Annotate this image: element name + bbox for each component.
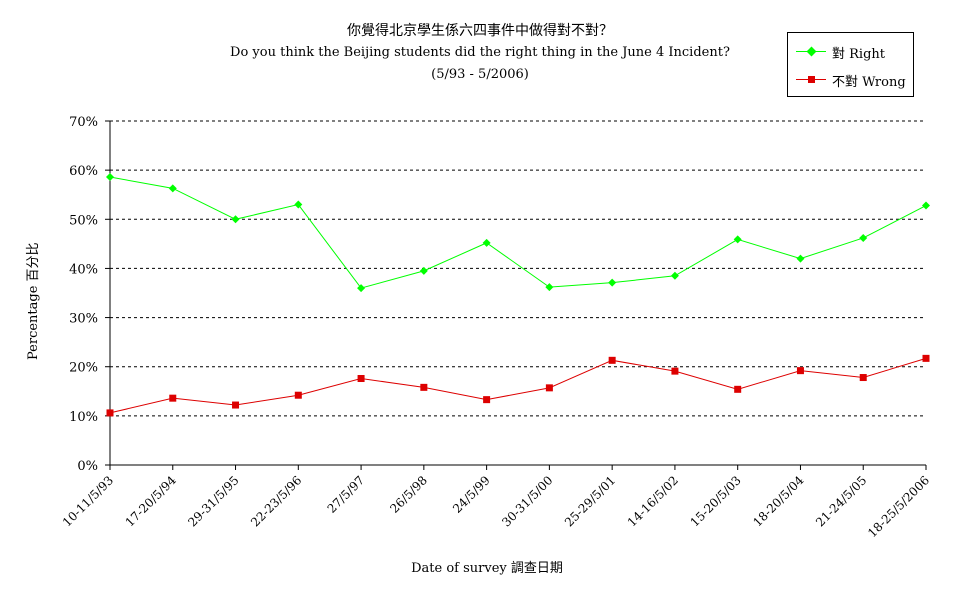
x-tick-label: 25-29/5/01 bbox=[562, 473, 618, 529]
data-point-1 bbox=[294, 391, 302, 399]
data-point-1 bbox=[106, 409, 114, 417]
x-tick-label: 24/5/99 bbox=[450, 473, 493, 516]
chart-subtitle: Do you think the Beijing students did th… bbox=[230, 45, 730, 60]
x-tick-label: 27/5/97 bbox=[325, 473, 368, 516]
data-point-1 bbox=[859, 374, 867, 382]
y-tick-label: 60% bbox=[69, 164, 98, 179]
square-marker-icon bbox=[808, 76, 815, 83]
data-point-1 bbox=[545, 384, 553, 392]
data-point-0 bbox=[106, 173, 114, 182]
data-point-0 bbox=[294, 200, 303, 209]
chart-period: (5/93 - 5/2006) bbox=[431, 67, 529, 82]
data-point-0 bbox=[670, 271, 679, 280]
series-line-0 bbox=[109, 176, 927, 289]
data-point-0 bbox=[733, 235, 742, 244]
data-point-1 bbox=[169, 394, 177, 402]
series-line-1 bbox=[109, 357, 927, 414]
data-point-1 bbox=[734, 385, 742, 393]
diamond-marker-icon bbox=[806, 46, 817, 57]
y-tick-label: 50% bbox=[69, 213, 98, 228]
y-tick-label: 0% bbox=[77, 459, 98, 474]
y-tick-label: 40% bbox=[69, 262, 98, 277]
data-point-0 bbox=[419, 266, 428, 275]
data-point-1 bbox=[420, 383, 428, 391]
x-tick-label: 10-11/5/93 bbox=[60, 473, 116, 529]
legend-label-right: 對 Right bbox=[832, 47, 885, 62]
y-tick-label: 10% bbox=[69, 410, 98, 425]
data-point-0 bbox=[608, 278, 617, 287]
y-tick-label: 70% bbox=[69, 115, 98, 130]
legend: 對 Right 不對 Wrong bbox=[787, 32, 914, 97]
y-tick-label: 20% bbox=[69, 361, 98, 376]
x-tick-label: 29-31/5/95 bbox=[185, 473, 241, 529]
data-point-1 bbox=[483, 396, 491, 404]
y-tick-label: 30% bbox=[69, 312, 98, 327]
chart-title: 你覺得北京學生係六四事件中做得對不對？ bbox=[347, 23, 613, 39]
data-point-0 bbox=[482, 238, 491, 247]
data-point-0 bbox=[922, 201, 930, 210]
data-point-1 bbox=[608, 356, 616, 364]
data-point-0 bbox=[796, 254, 805, 263]
data-point-1 bbox=[232, 401, 240, 409]
data-point-1 bbox=[922, 354, 930, 362]
data-point-0 bbox=[357, 284, 366, 293]
data-point-0 bbox=[545, 283, 554, 292]
data-point-1 bbox=[796, 367, 804, 375]
x-tick-label: 22-23/5/96 bbox=[248, 473, 304, 529]
x-tick-label: 21-24/5/05 bbox=[813, 473, 869, 529]
data-point-0 bbox=[231, 215, 240, 224]
x-tick-label: 17-20/5/94 bbox=[123, 473, 180, 530]
x-axis-label: Date of survey 調查日期 bbox=[411, 561, 563, 576]
data-point-1 bbox=[357, 375, 365, 383]
x-tick-label: 18-20/5/04 bbox=[750, 473, 807, 530]
x-tick-label: 14-16/5/02 bbox=[625, 473, 681, 529]
data-point-0 bbox=[859, 233, 868, 242]
data-point-1 bbox=[671, 367, 679, 375]
x-tick-label: 15-20/5/03 bbox=[688, 473, 744, 529]
data-point-0 bbox=[168, 184, 177, 193]
legend-label-wrong: 不對 Wrong bbox=[832, 75, 906, 90]
y-axis-label: Percentage 百分比 bbox=[26, 242, 41, 360]
x-tick-label: 26/5/98 bbox=[387, 473, 430, 516]
x-tick-label: 18-25/5/2006 bbox=[865, 473, 932, 540]
x-tick-label: 30-31/5/00 bbox=[499, 473, 555, 529]
